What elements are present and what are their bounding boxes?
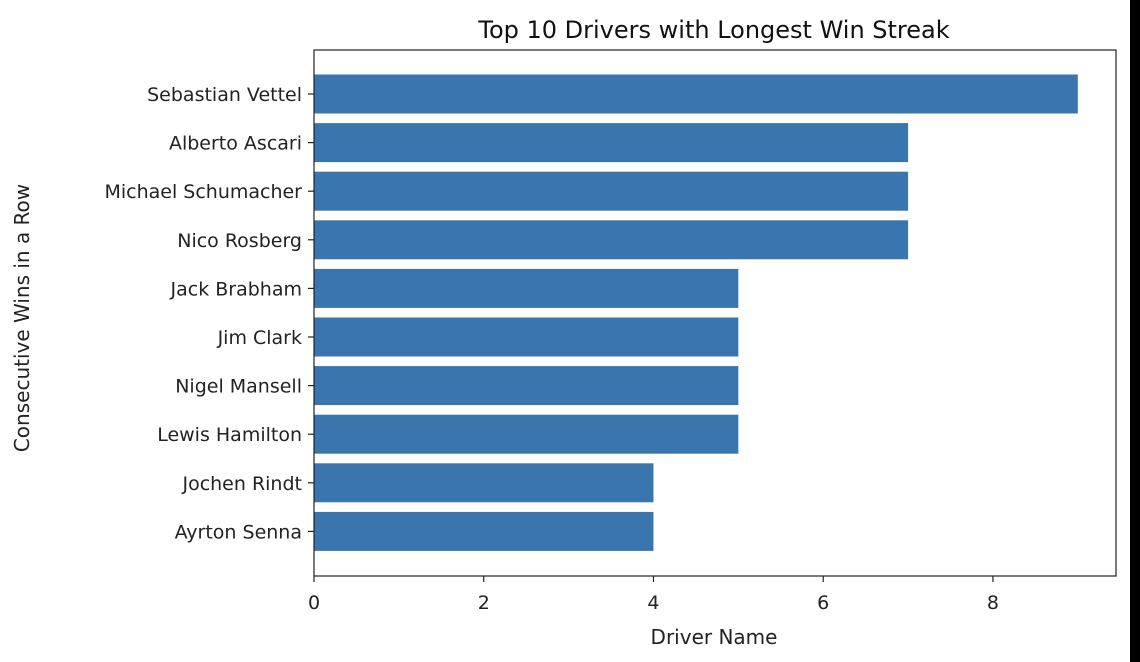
y-tick-label: Alberto Ascari — [169, 133, 302, 155]
y-tick-label: Sebastian Vettel — [147, 84, 302, 106]
bar — [314, 268, 739, 308]
y-tick-label: Lewis Hamilton — [157, 424, 302, 446]
y-tick-label: Jochen Rindt — [181, 473, 302, 495]
y-tick-label: Ayrton Senna — [175, 521, 302, 543]
x-tick-label: 4 — [647, 592, 659, 614]
y-tick-label: Jim Clark — [217, 327, 302, 349]
bar — [314, 366, 739, 406]
bar — [314, 123, 909, 163]
x-tick-label: 0 — [308, 592, 320, 614]
x-tick-label: 8 — [987, 592, 999, 614]
bar — [314, 511, 654, 551]
chart-title: Top 10 Drivers with Longest Win Streak — [477, 16, 949, 44]
y-tick-label: Jack Brabham — [170, 278, 302, 300]
x-tick-label: 2 — [478, 592, 490, 614]
y-tick-label: Nico Rosberg — [177, 230, 302, 252]
plot-frame — [313, 49, 1117, 577]
plot-area: Sebastian Vettel Alberto Ascari Michael Sc… — [104, 49, 1117, 614]
y-tick-label: Michael Schumacher — [104, 181, 302, 203]
bar — [314, 414, 739, 454]
x-axis-label: Driver Name — [651, 625, 778, 649]
x-tick-label: 6 — [817, 592, 829, 614]
bar — [314, 171, 909, 211]
bar — [314, 74, 1078, 114]
bar — [314, 220, 909, 260]
bar — [314, 317, 739, 357]
bar — [314, 463, 654, 503]
y-tick-label: Nigel Mansell — [175, 376, 302, 398]
y-axis-label: Consecutive Wins in a Row — [10, 184, 34, 452]
